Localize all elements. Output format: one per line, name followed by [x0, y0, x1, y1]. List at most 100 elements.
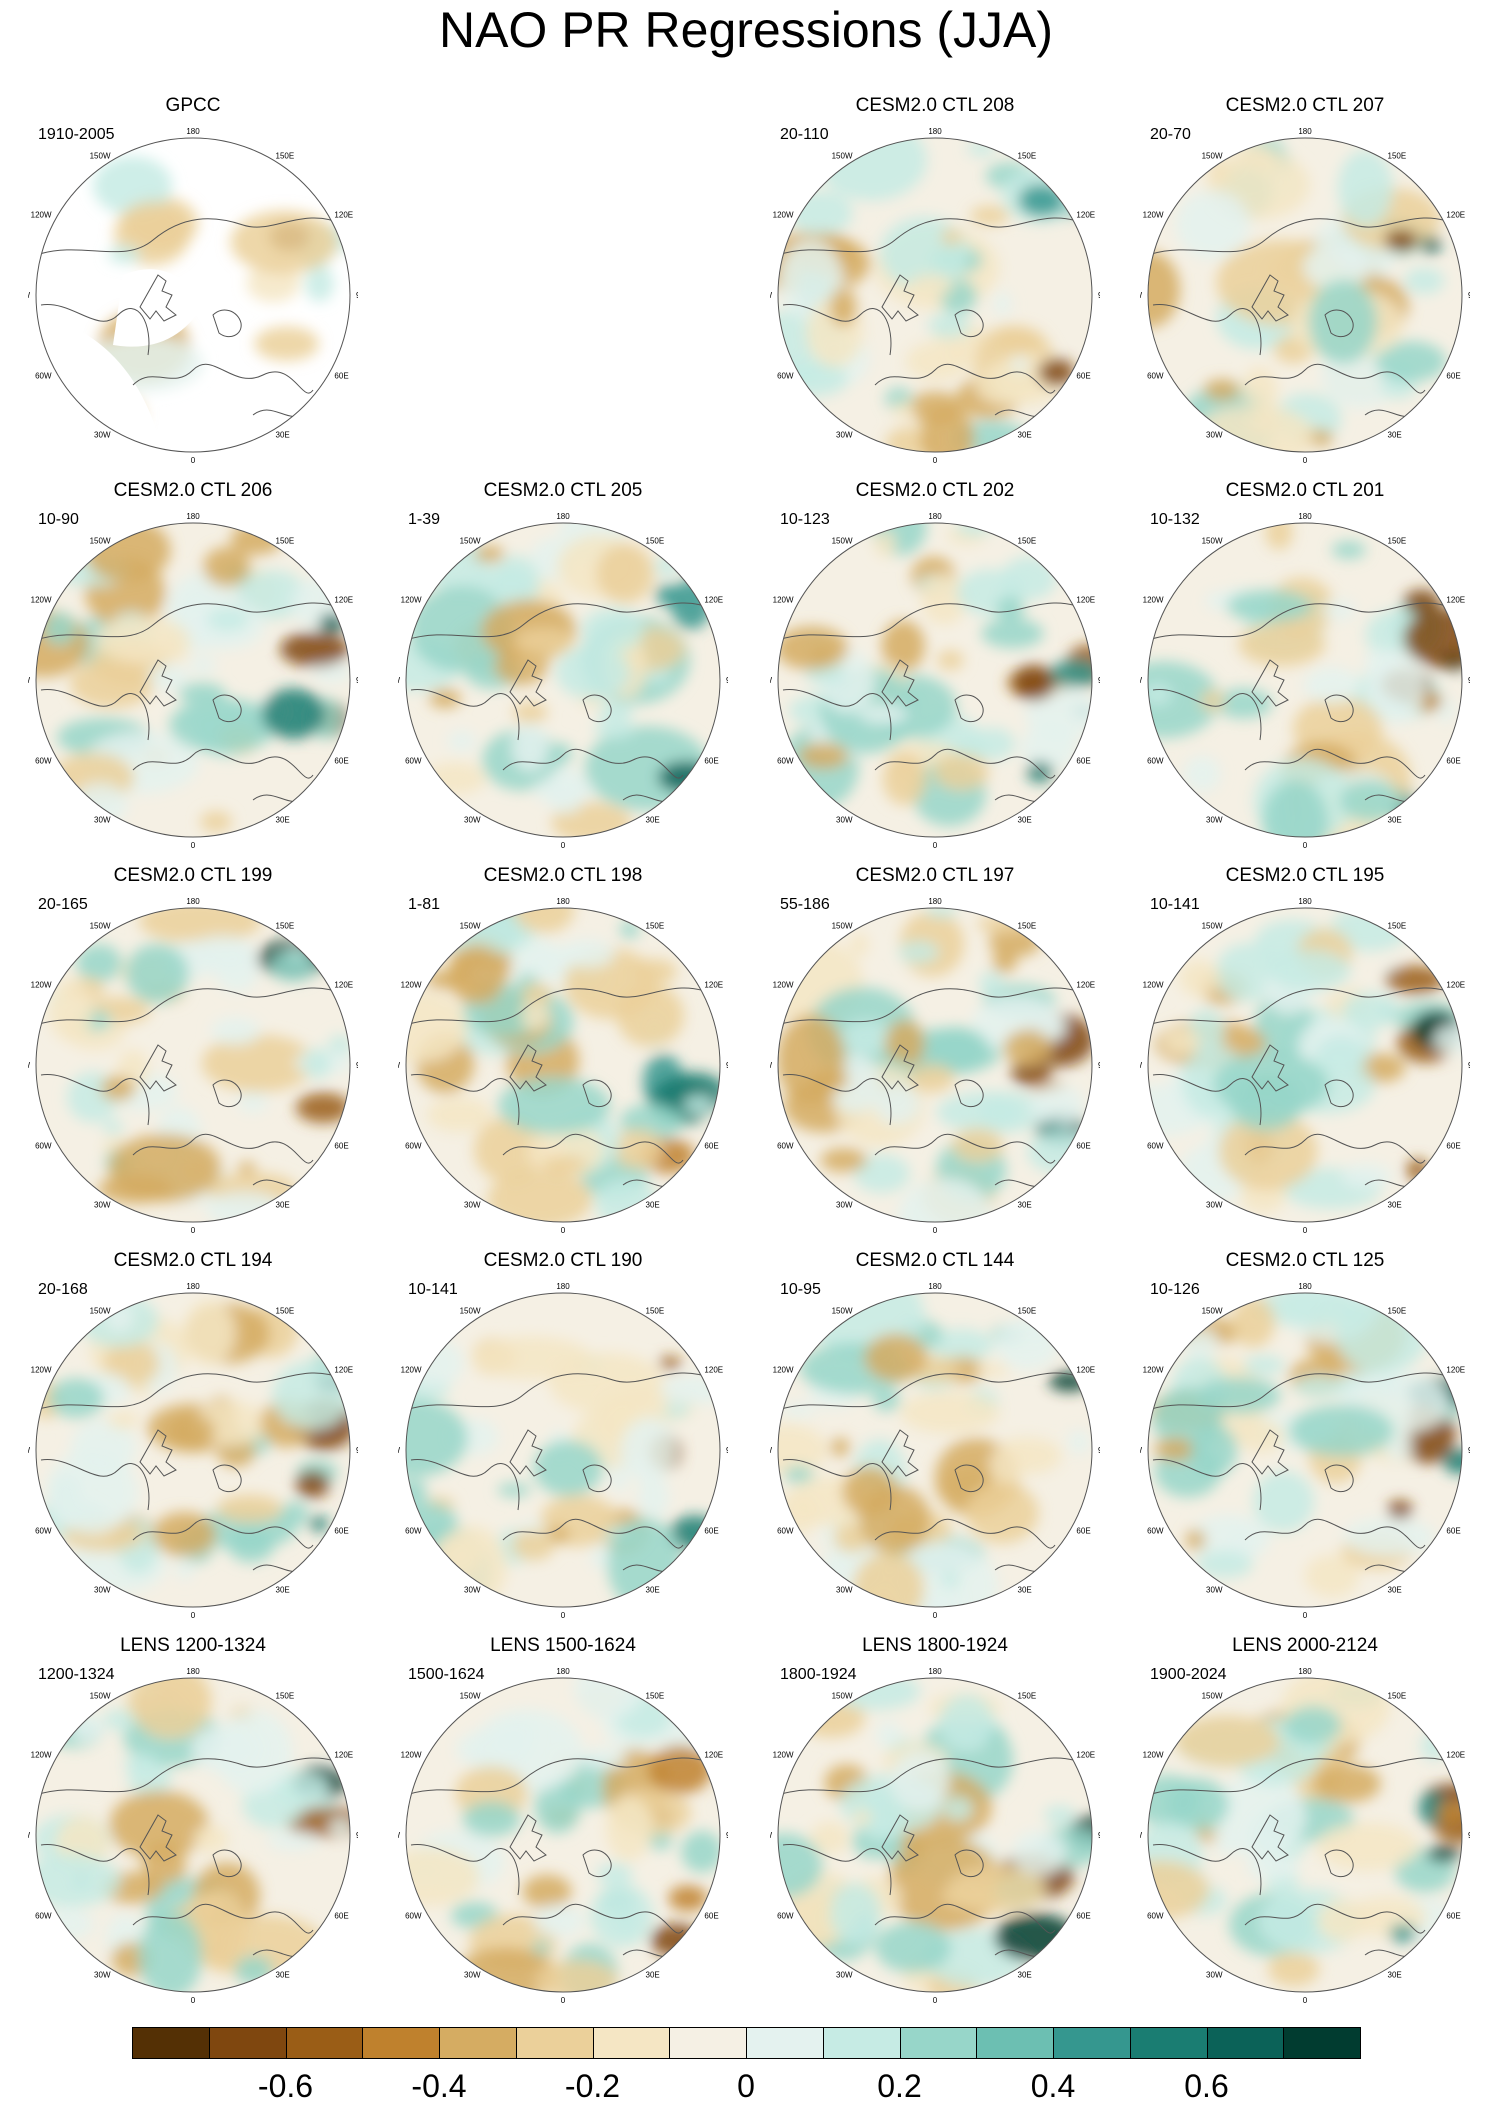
map-panel: CESM2.0 CTL 208 20-110 180 0 150W 150E 120W 120…: [770, 95, 1100, 465]
panel-period: 10-90: [38, 511, 79, 528]
lon-label: 150W: [832, 537, 853, 546]
lon-label: 150W: [1202, 537, 1223, 546]
colorbar-tick-label: 0.4: [1030, 2068, 1076, 2104]
lon-label: 90W: [1140, 1831, 1142, 1840]
colorbar-swatch: [132, 2027, 210, 2059]
map-panel: LENS 1200-1324 1200-1324 180 0 150W 150E 120W 1…: [28, 1635, 358, 2005]
lon-label: 150E: [1018, 152, 1037, 161]
panel-title: CESM2.0 CTL 208: [855, 95, 1015, 116]
coastlines: [1148, 1757, 1458, 1957]
lon-label: 90W: [1140, 1061, 1142, 1070]
lon-label: 30W: [94, 430, 111, 439]
lon-label: 60W: [1147, 757, 1164, 766]
precip-field: [778, 138, 1092, 452]
lon-label: 180: [186, 1282, 200, 1291]
lon-label: 150W: [90, 537, 111, 546]
map-panel: CESM2.0 CTL 125 10-126 180 0 150W 150E 120W 120…: [1140, 1250, 1470, 1620]
lon-label: 180: [928, 897, 942, 906]
colorbar-swatch: [592, 2027, 671, 2059]
panel-period: 55-186: [780, 896, 830, 913]
lon-label: 0: [191, 456, 196, 465]
lon-label: 60W: [777, 1912, 794, 1921]
lon-label: 120E: [1446, 981, 1465, 990]
lon-label: 150E: [1018, 922, 1037, 931]
lon-label: 60W: [777, 757, 794, 766]
lon-label: 90E: [1098, 1061, 1100, 1070]
lon-label: 90W: [770, 1831, 772, 1840]
lon-label: 0: [1303, 1611, 1308, 1620]
lon-label: 60W: [405, 1527, 422, 1536]
lon-label: 30E: [646, 1970, 660, 1979]
lon-label: 150E: [646, 1307, 665, 1316]
map-panel: LENS 2000-2124 1900-2024 180 0 150W 150E 120W 1…: [1140, 1635, 1470, 2005]
lon-label: 90E: [1468, 1061, 1470, 1070]
lon-label: 0: [1303, 1996, 1308, 2005]
map-panel: CESM2.0 CTL 207 20-70 180 0 150W 150E 120W 120E…: [1140, 95, 1470, 465]
lon-label: 30W: [1206, 815, 1223, 824]
lon-label: 60E: [1446, 757, 1460, 766]
lon-label: 30E: [276, 815, 290, 824]
map-panel: CESM2.0 CTL 205 1-39 180 0 150W 150E 120W 120E 9…: [398, 480, 728, 850]
lon-label: 30E: [646, 815, 660, 824]
coastlines: [36, 987, 346, 1187]
lon-label: 120W: [773, 1366, 794, 1375]
lon-label: 60W: [1147, 1912, 1164, 1921]
panel-title: CESM2.0 CTL 195: [1225, 865, 1385, 886]
lon-label: 180: [556, 897, 570, 906]
panel-period: 20-70: [1150, 126, 1191, 143]
lon-label: 180: [928, 127, 942, 136]
panel-period: 1200-1324: [38, 1666, 115, 1683]
lon-label: 30E: [1018, 1200, 1032, 1209]
lon-label: 120E: [1446, 211, 1465, 220]
panel-title: CESM2.0 CTL 199: [113, 865, 273, 886]
lon-label: 60E: [704, 757, 718, 766]
polar-map: 180 0 150W 150E 120W 120E 90W 90E 60W 60E 30W 30E: [28, 1667, 358, 2005]
lon-label: 120E: [1446, 1366, 1465, 1375]
lon-label: 30E: [1388, 815, 1402, 824]
lon-label: 60E: [704, 1912, 718, 1921]
lon-label: 180: [186, 897, 200, 906]
polar-map: 180 0 150W 150E 120W 120E 90W 90E 60W 60E 30W 30E: [770, 1282, 1100, 1620]
colorbar-swatch: [1129, 2027, 1208, 2059]
lon-label: 60E: [1076, 757, 1090, 766]
lon-label: 180: [556, 1667, 570, 1676]
lon-label: 150E: [1388, 152, 1407, 161]
lon-label: 90W: [398, 1061, 400, 1070]
lon-label: 90W: [770, 1061, 772, 1070]
lon-label: 120E: [334, 1751, 353, 1760]
lon-label: 90W: [28, 1061, 30, 1070]
lon-label: 90E: [726, 1831, 728, 1840]
precip-field: [1148, 1678, 1462, 1992]
lon-label: 90E: [356, 1831, 358, 1840]
lon-label: 150E: [1388, 1307, 1407, 1316]
panel-period: 10-132: [1150, 511, 1200, 528]
lon-label: 150E: [1388, 1692, 1407, 1701]
lon-label: 60E: [704, 1527, 718, 1536]
lon-label: 150E: [276, 152, 295, 161]
coastlines: [36, 1757, 346, 1957]
colorbar-swatch: [746, 2027, 824, 2059]
colorbar-tick-label: 0.2: [877, 2068, 922, 2104]
lon-label: 150E: [1388, 537, 1407, 546]
lon-label: 120W: [31, 1366, 52, 1375]
lon-label: 30E: [646, 1200, 660, 1209]
lon-label: 30E: [1018, 815, 1032, 824]
coastlines: [778, 1372, 1088, 1572]
lon-label: 30W: [94, 815, 111, 824]
lon-label: 90W: [770, 291, 772, 300]
polar-map: 180 0 150W 150E 120W 120E 90W 90E 60W 60E 30W 30E: [770, 1667, 1100, 2005]
lon-label: 150W: [90, 922, 111, 931]
lon-label: 30W: [94, 1585, 111, 1594]
lon-label: 180: [928, 1667, 942, 1676]
lon-label: 120W: [773, 211, 794, 220]
lon-label: 90W: [28, 676, 30, 685]
precip-field: [36, 138, 350, 452]
panel-title: CESM2.0 CTL 125: [1225, 1250, 1385, 1271]
lon-label: 150W: [832, 922, 853, 931]
lon-label: 60E: [704, 1142, 718, 1151]
lon-label: 90E: [356, 1061, 358, 1070]
lon-label: 150E: [276, 1692, 295, 1701]
lon-label: 60E: [1076, 1912, 1090, 1921]
lon-label: 90W: [398, 676, 400, 685]
coastlines: [406, 987, 716, 1187]
